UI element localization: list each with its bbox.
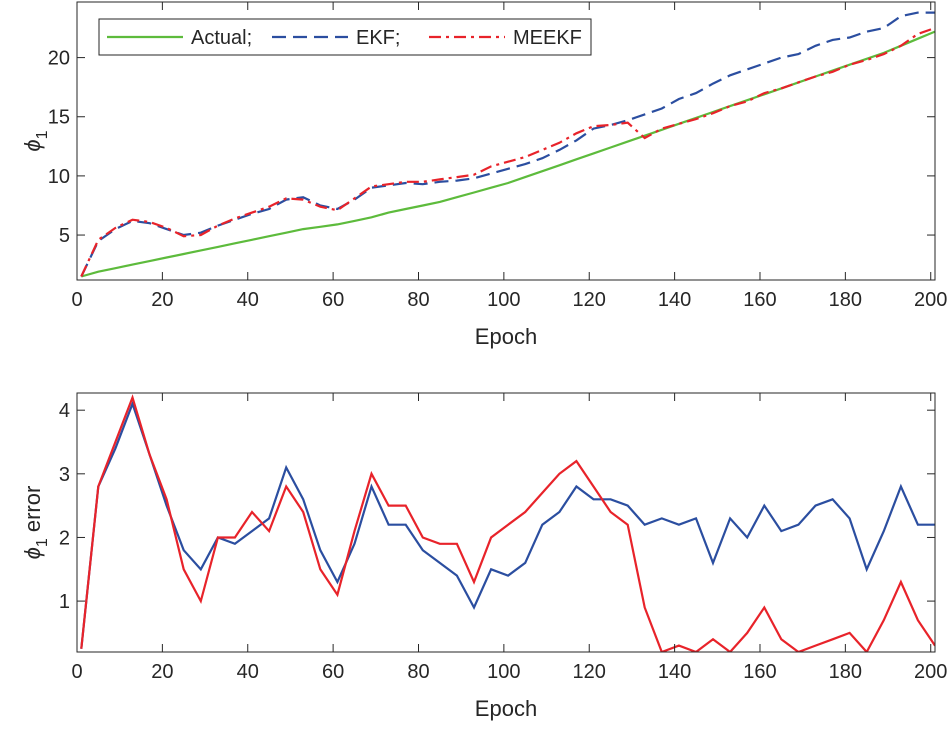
x-tick-label: 140 bbox=[658, 661, 691, 683]
y-tick-label: 2 bbox=[59, 527, 70, 549]
x-tick-label: 20 bbox=[151, 289, 173, 311]
x-tick-label: 180 bbox=[829, 661, 862, 683]
axes-box bbox=[76, 392, 936, 653]
legend-label: EKF; bbox=[356, 27, 400, 49]
x-tick-label: 100 bbox=[487, 289, 520, 311]
y-tick-label: 4 bbox=[59, 400, 70, 422]
x-axis-label: Epoch bbox=[475, 696, 537, 721]
x-tick-label: 160 bbox=[743, 289, 776, 311]
axes-box bbox=[76, 1, 936, 281]
legend: Actual; EKF; MEEKF bbox=[98, 18, 592, 56]
x-tick-label: 80 bbox=[407, 289, 429, 311]
y-label-symbol: ϕ bbox=[20, 547, 45, 559]
series-line bbox=[80, 26, 935, 277]
y-label-subscript: 1 bbox=[34, 538, 51, 547]
y-tick-label: 1 bbox=[59, 591, 70, 613]
x-tick-label: 200 bbox=[914, 289, 947, 311]
y-label-symbol: ϕ bbox=[20, 139, 45, 151]
legend-label: Actual; bbox=[191, 27, 252, 49]
y-label-suffix: error bbox=[20, 486, 45, 532]
x-tick-label: 160 bbox=[743, 661, 776, 683]
y-label-subscript: 1 bbox=[34, 130, 51, 139]
legend-label: MEEKF bbox=[513, 27, 582, 49]
x-tick-label: 100 bbox=[487, 661, 520, 683]
x-tick-label: 60 bbox=[322, 289, 344, 311]
x-tick-label: 60 bbox=[322, 661, 344, 683]
x-tick-label: 140 bbox=[658, 289, 691, 311]
x-axis-label: Epoch bbox=[475, 324, 537, 349]
series-line bbox=[81, 30, 935, 278]
x-tick-label: 40 bbox=[237, 661, 259, 683]
y-axis-label: ϕ1 error bbox=[20, 486, 51, 560]
x-tick-label: 120 bbox=[573, 661, 606, 683]
y-tick-label: 20 bbox=[48, 48, 70, 70]
x-tick-label: 20 bbox=[151, 661, 173, 683]
y-axis-label: ϕ1 bbox=[20, 130, 51, 151]
x-tick-label: 120 bbox=[573, 289, 606, 311]
y-tick-label: 3 bbox=[59, 464, 70, 486]
x-tick-label: 0 bbox=[71, 289, 82, 311]
x-tick-label: 180 bbox=[829, 289, 862, 311]
series-line bbox=[80, 400, 935, 649]
x-tick-label: 80 bbox=[407, 661, 429, 683]
y-tick-label: 10 bbox=[48, 166, 70, 188]
x-tick-label: 40 bbox=[237, 289, 259, 311]
y-tick-label: 5 bbox=[59, 225, 70, 247]
x-tick-label: 200 bbox=[914, 661, 947, 683]
x-tick-label: 0 bbox=[71, 661, 82, 683]
series-line bbox=[80, 394, 935, 652]
y-tick-label: 15 bbox=[48, 107, 70, 129]
